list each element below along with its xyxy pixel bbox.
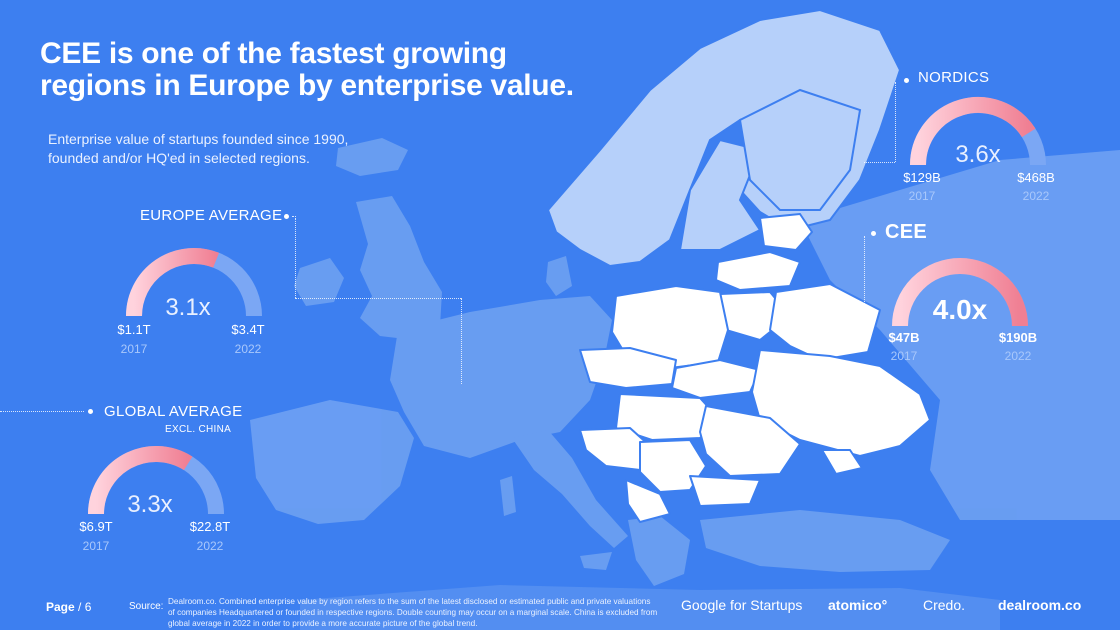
- nordics-leader-dot: [904, 78, 909, 83]
- europe-leader-line-v: [295, 218, 296, 298]
- page-subtitle: Enterprise value of startups founded sin…: [48, 130, 388, 168]
- nordics-multiple: 3.6x: [955, 141, 1001, 168]
- cee-label: CEE: [885, 221, 928, 243]
- cee-multiple: 4.0x: [932, 294, 988, 325]
- dealroom-logo: dealroom.co: [998, 597, 1082, 613]
- cee-gauge: [892, 258, 1028, 327]
- cee-leader-line-h: [836, 314, 864, 315]
- nordics-label: NORDICS: [918, 69, 990, 86]
- global-end-year: 2022: [196, 539, 224, 553]
- global-leader-line: [0, 411, 84, 412]
- page-title: CEE is one of the fastest growing region…: [40, 38, 640, 102]
- europe-leader-line-v2: [461, 298, 462, 384]
- cee-leader-line-v: [864, 236, 865, 314]
- credo-logo: Credo.: [923, 597, 966, 613]
- global-multiple: 3.3x: [127, 491, 173, 518]
- europe-label: EUROPE AVERAGE: [140, 207, 283, 224]
- page-indicator: Page / 6: [46, 600, 91, 614]
- nordics-gauge: [910, 97, 1046, 166]
- europe-gauge: [126, 248, 262, 317]
- atomico-logo: atomico°: [828, 597, 888, 613]
- cee-gauge-fill: [892, 258, 1028, 327]
- global-sublabel: EXCL. CHINA: [165, 424, 232, 435]
- europe-gauge-fill: [126, 248, 220, 317]
- title-line-2: regions in Europe by enterprise value.: [40, 69, 574, 102]
- nordics-start-value: $129B: [903, 170, 941, 185]
- europe-leader-dot: [284, 214, 289, 219]
- europe-leader-line: [292, 216, 296, 217]
- europe-multiple: 3.1x: [165, 294, 211, 321]
- global-gauge-fill: [88, 446, 193, 515]
- nordics-gauge-fill: [910, 97, 1036, 166]
- google-for-startups-logo: Google for Startups: [681, 597, 803, 613]
- nordics-end-year: 2022: [1022, 189, 1050, 203]
- europe-start-value: $1.1T: [117, 322, 151, 337]
- nordics-end-value: $468B: [1017, 170, 1055, 185]
- source-label: Source:: [129, 601, 164, 612]
- global-start-year: 2017: [82, 539, 110, 553]
- title-line-1: CEE is one of the fastest growing: [40, 37, 507, 70]
- europe-leader-line-h: [295, 298, 461, 299]
- nordics-start-year: 2017: [908, 189, 936, 203]
- global-start-value: $6.9T: [79, 519, 113, 534]
- cee-start-year: 2017: [890, 349, 918, 363]
- europe-end-year: 2022: [234, 342, 262, 356]
- nordics-leader-line-v: [895, 82, 896, 162]
- europe-end-value: $3.4T: [231, 322, 265, 337]
- page-number: / 6: [78, 600, 92, 614]
- source-text: Dealroom.co. Combined enterprise value b…: [168, 597, 658, 628]
- global-label: GLOBAL AVERAGE: [104, 403, 243, 420]
- page-label: Page: [46, 600, 75, 614]
- global-gauge: [88, 446, 224, 515]
- global-leader-dot: [88, 409, 93, 414]
- nordics-leader-line-h: [864, 162, 895, 163]
- europe-start-year: 2017: [120, 342, 148, 356]
- cee-leader-dot: [871, 231, 876, 236]
- cee-end-value: $190B: [998, 330, 1038, 345]
- cee-start-value: $47B: [888, 330, 920, 345]
- subtitle-line-2: founded and/or HQ'ed in selected regions…: [48, 150, 310, 166]
- subtitle-line-1: Enterprise value of startups founded sin…: [48, 131, 349, 147]
- global-end-value: $22.8T: [189, 519, 231, 534]
- cee-end-year: 2022: [1004, 349, 1032, 363]
